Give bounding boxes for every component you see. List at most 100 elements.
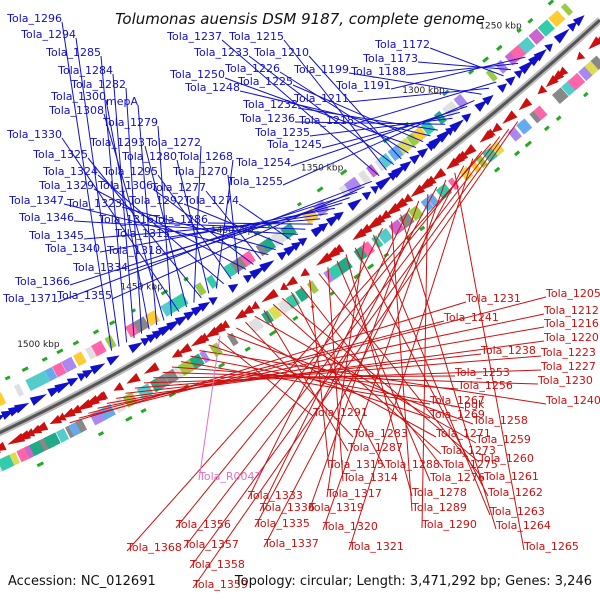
label-leader-line bbox=[429, 47, 504, 77]
gene-label: Tola_1258 bbox=[472, 414, 528, 427]
gene-label: Tola_1173 bbox=[362, 52, 418, 65]
gene-label: Tola_1284 bbox=[57, 64, 113, 77]
gene-label: Tola_1321 bbox=[348, 540, 404, 553]
gene-label: Tola_1216 bbox=[543, 317, 599, 330]
gene-label: Tola_1346 bbox=[18, 211, 74, 224]
gene-label: mepA bbox=[106, 95, 138, 108]
gene-label: Tola_1315 bbox=[328, 458, 384, 471]
gene-label: Tola_1205 bbox=[545, 287, 600, 300]
gene-label: Tola_1270 bbox=[172, 165, 228, 178]
gene-label: Tola_1277 bbox=[150, 181, 206, 194]
gene-label: Tola_1289 bbox=[411, 501, 467, 514]
gene-label: Tola_1296 bbox=[6, 12, 62, 25]
label-leader-line bbox=[162, 371, 539, 385]
gene-label: Tola_1282 bbox=[70, 78, 126, 91]
label-leader-line bbox=[336, 260, 431, 482]
gene-label: Tola_1335 bbox=[254, 517, 310, 530]
label-leader-line bbox=[259, 207, 411, 512]
gene-label: Tola_1336 bbox=[259, 501, 315, 514]
gene-label: Tola_1172 bbox=[374, 38, 430, 51]
gene-label: Tola_1215 bbox=[228, 30, 284, 43]
label-leader-line bbox=[279, 71, 409, 154]
label-leader-line bbox=[353, 81, 497, 125]
gene-label: Tola_1333 bbox=[247, 489, 303, 502]
gene-label: Tola_1275 bbox=[442, 458, 498, 471]
gene-label: Tola_1334 bbox=[72, 261, 128, 274]
gene-label: Tola_1345 bbox=[28, 229, 84, 242]
gene-label: Tola_1276 bbox=[429, 471, 485, 484]
label-leader-line bbox=[221, 39, 380, 177]
gene-label: Tola_1226 bbox=[224, 62, 280, 75]
label-leader-line bbox=[198, 335, 221, 481]
gene-label: Tola_1235 bbox=[254, 126, 310, 139]
gene-label: Tola_1199 bbox=[293, 63, 349, 76]
label-leader-line bbox=[205, 190, 262, 260]
gene-label: Tola_1306 bbox=[97, 179, 153, 192]
gene-label: Tola_1253 bbox=[454, 366, 510, 379]
gene-label: Tola_1319 bbox=[308, 501, 364, 514]
label-leader-line bbox=[308, 55, 402, 160]
gene-label: Tola_1236 bbox=[239, 112, 295, 125]
gene-label: Tola_1212 bbox=[543, 304, 599, 317]
gene-label: Tola_1287 bbox=[347, 441, 403, 454]
label-leader-line bbox=[83, 218, 321, 240]
ruler-tick-label: 1300 kbp bbox=[402, 86, 445, 96]
gene-label: Tola_1318 bbox=[106, 244, 162, 257]
gene-label: Tola_1294 bbox=[20, 28, 76, 41]
label-leader-line bbox=[348, 87, 490, 103]
label-leader-line bbox=[69, 191, 358, 286]
label-leader-line bbox=[318, 273, 485, 481]
gene-label: Tola_R0047 bbox=[198, 470, 262, 483]
label-leader-line bbox=[61, 137, 180, 312]
gene-label: Tola_1260 bbox=[478, 452, 534, 465]
gene-label: Tola_1238 bbox=[480, 344, 536, 357]
gene-label: Tola_1325 bbox=[32, 148, 88, 161]
gene-label: Tola_1240 bbox=[545, 394, 600, 407]
gene-label: Tola_1313 bbox=[114, 227, 170, 240]
label-leader-line bbox=[137, 104, 158, 326]
gene-label: Tola_1308 bbox=[48, 104, 104, 117]
gene-label: Tola_1231 bbox=[465, 292, 521, 305]
gene-label: Tola_1337 bbox=[263, 537, 319, 550]
gene-label: Tola_1210 bbox=[253, 46, 309, 59]
label-leader-line bbox=[217, 339, 314, 417]
gene-label: Tola_1368 bbox=[126, 541, 182, 554]
label-leader-line bbox=[454, 172, 525, 551]
label-leader-line bbox=[106, 326, 545, 404]
gene-label: Tola_1366 bbox=[14, 275, 70, 288]
gene-label: Tola_1291 bbox=[312, 406, 368, 419]
label-leader-line bbox=[125, 87, 143, 334]
label-leader-line bbox=[283, 39, 387, 171]
gene-label: Tola_1320 bbox=[322, 520, 378, 533]
label-leader-line bbox=[103, 113, 165, 321]
gene-label: Tola_1272 bbox=[145, 136, 201, 149]
label-leader-line bbox=[152, 188, 254, 265]
gene-label: Tola_1259 bbox=[475, 433, 531, 446]
label-leader-line bbox=[183, 203, 284, 246]
label-leader-line bbox=[421, 193, 429, 529]
label-leader-line bbox=[309, 117, 453, 137]
label-leader-line bbox=[57, 180, 372, 303]
label-leader-line bbox=[245, 321, 354, 438]
label-leader-line bbox=[105, 99, 150, 330]
label-leader-line bbox=[125, 353, 482, 394]
gene-label: Tola_1274 bbox=[183, 194, 239, 207]
label-leader-line bbox=[112, 73, 135, 339]
label-leader-line bbox=[189, 128, 510, 569]
gene-label: Tola_1211 bbox=[293, 92, 349, 105]
gene-label: Tola_1268 bbox=[177, 150, 233, 163]
label-leader-line bbox=[224, 77, 417, 148]
gene-label: Tola_1329 bbox=[38, 179, 94, 192]
gene-label: Tola_1295 bbox=[102, 165, 158, 178]
gene-label: pgk bbox=[464, 398, 485, 411]
gene-label: Tola_1225 bbox=[237, 75, 293, 88]
label-leader-line bbox=[126, 143, 492, 552]
label-leader-line bbox=[78, 296, 547, 419]
label-leader-line bbox=[169, 213, 328, 238]
gene-label: Tola_1232 bbox=[242, 98, 298, 111]
label-leader-line bbox=[63, 203, 269, 256]
gene-label: Tola_1324 bbox=[42, 165, 98, 178]
gene-label: Tola_1317 bbox=[326, 487, 382, 500]
